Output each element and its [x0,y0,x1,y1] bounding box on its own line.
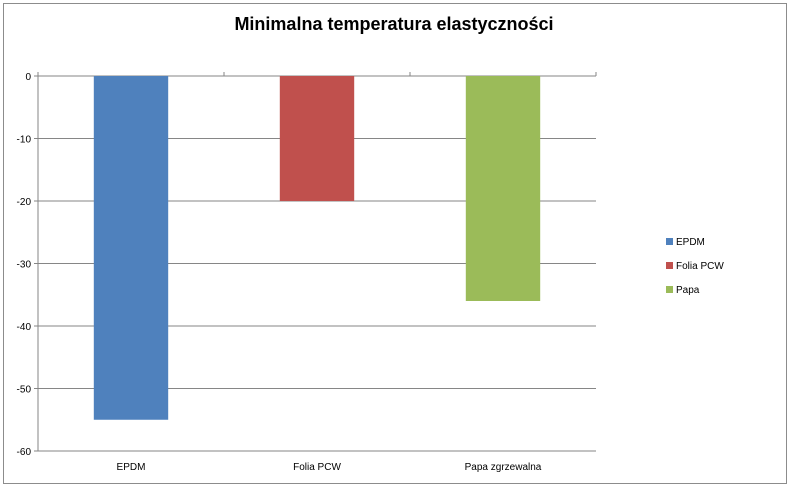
bar [279,76,355,201]
legend-swatch [666,262,673,269]
y-tick-label: -20 [17,197,32,208]
y-tick-label: -40 [17,322,32,333]
legend-label: Folia PCW [676,261,724,272]
bar [465,76,541,301]
chart-title: Minimalna temperatura elastyczności [234,14,553,34]
legend-swatch [666,238,673,245]
y-tick-label: -10 [17,135,32,146]
x-tick-label: Folia PCW [293,462,341,473]
x-axis-ticks: EPDM Folia PCW Papa zgrzewalna [117,462,542,473]
legend-swatch [666,286,673,293]
legend: EPDM Folia PCW Papa [666,237,724,296]
y-tick-label: -30 [17,260,32,271]
legend-label: EPDM [676,237,705,248]
x-tick-label: Papa zgrzewalna [465,462,542,473]
bars [93,76,541,420]
y-tick-label: -60 [17,447,32,458]
legend-label: Papa [676,285,700,296]
y-tick-label: -50 [17,385,32,396]
y-tick-label: 0 [25,72,31,83]
x-tick-label: EPDM [117,462,146,473]
bar [93,76,169,420]
y-axis-ticks: 0 -10 -20 -30 -40 -50 -60 [17,72,38,458]
